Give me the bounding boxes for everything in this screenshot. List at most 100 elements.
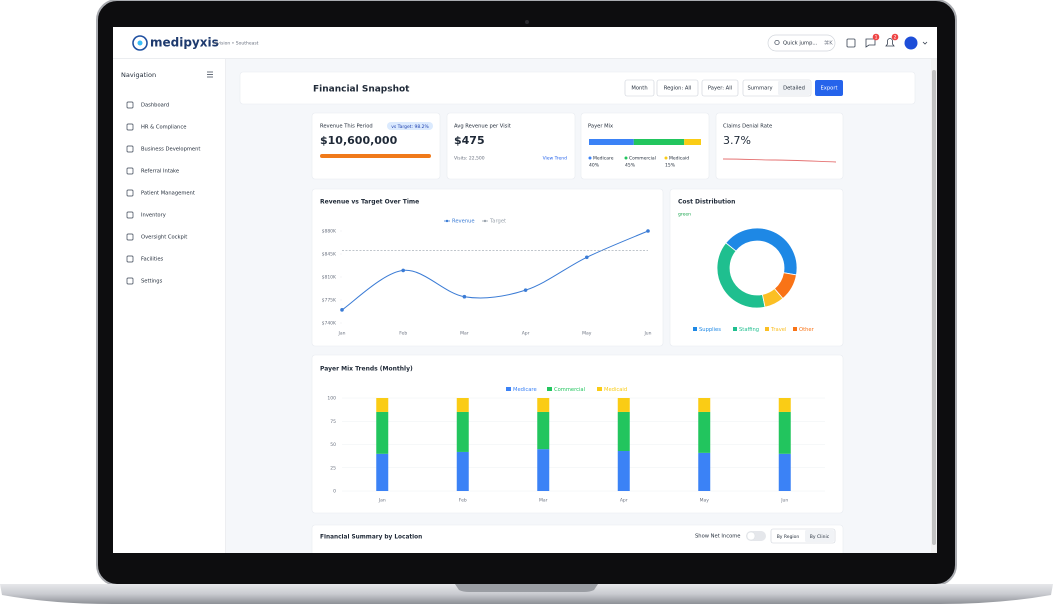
search-box[interactable] — [767, 34, 836, 52]
nav-item[interactable]: Inventory — [141, 213, 166, 219]
avatar[interactable] — [904, 36, 918, 50]
export-button[interactable] — [815, 80, 843, 96]
x-tick-label: Mar — [539, 498, 548, 504]
legend-swatch — [693, 327, 697, 331]
nav-item[interactable]: Patient Management — [141, 191, 195, 197]
nav-item[interactable]: Facilities — [141, 257, 164, 263]
toggle-label: Show Net Income — [695, 534, 741, 540]
x-tick-label: Apr — [522, 331, 530, 337]
nav-icon — [126, 123, 134, 131]
x-tick-label: Jan — [378, 498, 386, 504]
kpi-sparkline — [722, 158, 837, 163]
chart-card — [311, 354, 844, 514]
search-placeholder: Quick jump... — [783, 41, 818, 47]
kpi-badge-bg — [387, 122, 433, 130]
kpi-link[interactable]: View Trend — [543, 156, 568, 162]
legend-swatch — [597, 387, 602, 391]
legend-label: Supplies — [699, 327, 721, 333]
kpi-card — [580, 112, 710, 180]
nav-item[interactable]: Settings — [141, 279, 163, 285]
kpi-card — [446, 112, 576, 180]
messages-badge-bg — [872, 33, 880, 41]
bar-segment — [778, 411, 791, 454]
legend-swatch — [765, 327, 769, 331]
screen: medipyxis division • Southeast Quick jum… — [113, 27, 937, 553]
bar-segment — [376, 398, 389, 412]
nav-toggle[interactable] — [207, 71, 213, 78]
y-tick-label: $845K — [322, 252, 337, 258]
legend-label: Medicaid — [669, 156, 689, 162]
legend-swatch — [506, 387, 511, 391]
charts: Payer MixMedicare40%Commercial45%Medicai… — [320, 124, 825, 504]
scrollbar-thumb[interactable] — [932, 70, 936, 545]
nav-item[interactable]: HR & Compliance — [141, 125, 186, 131]
bar-segment — [698, 398, 711, 412]
legend-label: Revenue — [452, 219, 475, 225]
kpi-label: Claims Denial Rate — [723, 124, 772, 130]
kpi-label: Revenue This Period — [320, 124, 373, 130]
group-option[interactable]: By Region — [777, 534, 800, 540]
bar-segment — [778, 453, 791, 491]
series-point — [462, 294, 467, 299]
legend-label: Medicaid — [604, 387, 627, 393]
bar-segment — [617, 451, 630, 491]
legend-swatch — [733, 327, 737, 331]
alerts-badge-bg — [891, 33, 899, 41]
bar-segment — [617, 411, 630, 452]
kpi-value: $10,600,000 — [320, 134, 398, 147]
bar-segment — [456, 398, 469, 412]
search-icon — [774, 39, 780, 46]
legend-label: Staffing — [739, 327, 759, 333]
legend-dot — [483, 219, 487, 223]
group-option[interactable]: By Clinic — [810, 534, 830, 540]
filter-button[interactable] — [656, 79, 699, 97]
legend-label: Commercial — [554, 387, 585, 393]
kpi-label: Payer Mix — [588, 124, 613, 130]
legend-label: Target — [489, 219, 506, 225]
nav-item[interactable]: Dashboard — [141, 103, 169, 109]
summary-title: Financial Summary by Location — [320, 535, 422, 541]
legend-label: Medicare — [593, 156, 614, 162]
filter-label: Payer: All — [708, 86, 732, 92]
nav-item[interactable]: Business Development — [141, 147, 200, 153]
mix-segment — [589, 139, 634, 145]
alerts-icon[interactable] — [885, 38, 895, 47]
legend-label: Other — [799, 327, 815, 333]
kpi-badge: vs Target: 98.2% — [391, 124, 429, 130]
group-active — [805, 530, 834, 542]
bar-segment — [778, 398, 791, 412]
legend-swatch — [547, 387, 552, 391]
avatar-chevron[interactable] — [922, 41, 928, 45]
nav-icon — [126, 145, 134, 153]
chart-card — [669, 188, 844, 347]
view-option[interactable]: Detailed — [783, 86, 805, 92]
legend-label: Commercial — [629, 156, 656, 162]
chart-subtitle: green — [678, 212, 691, 218]
bar-segment — [698, 452, 711, 491]
nav-icon — [126, 255, 134, 263]
nav-item[interactable]: Oversight Cockpit — [141, 235, 187, 241]
filter-button[interactable] — [624, 79, 655, 97]
legend-dot — [624, 156, 628, 160]
view-option[interactable]: Summary — [747, 86, 772, 92]
series-point — [340, 308, 344, 312]
x-tick-label: May — [700, 498, 710, 504]
x-tick-label: Feb — [459, 498, 467, 504]
nav-item[interactable]: Referral Intake — [141, 169, 179, 175]
kpi-value: $475 — [454, 134, 485, 147]
filter-label: Month — [631, 86, 647, 92]
nav-icon — [126, 233, 134, 241]
filter-button[interactable] — [701, 79, 739, 97]
calendar-icon[interactable] — [846, 38, 856, 48]
series-point — [401, 268, 406, 273]
nav-icon — [126, 189, 134, 197]
x-tick-label: Jun — [643, 331, 651, 337]
bar-segment — [617, 398, 630, 412]
laptop-base — [0, 584, 1053, 604]
filter-label: Region: All — [664, 86, 692, 92]
x-tick-label: May — [582, 331, 592, 337]
y-tick-label: $775K — [322, 298, 337, 304]
bar-segment — [376, 453, 389, 491]
